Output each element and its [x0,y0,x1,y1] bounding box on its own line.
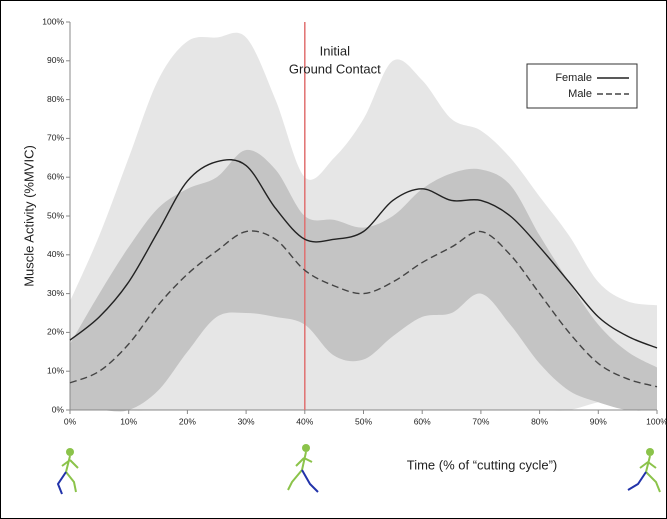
x-tick-label: 0% [64,416,77,426]
x-tick-label: 100% [646,416,667,426]
x-tick-label: 10% [120,416,137,426]
y-axis-title: Muscle Activity (%MVIC) [21,145,36,287]
legend-label: Female [555,72,592,84]
mean-line [69,230,658,388]
y-tick-label: 20% [47,327,64,337]
y-tick-label: 10% [47,365,64,375]
x-tick-label: 90% [590,416,607,426]
x-tick-label: 40% [296,416,313,426]
mean-line [69,159,658,349]
x-tick-label: 70% [472,416,489,426]
x-tick-label: 20% [179,416,196,426]
y-tick-label: 100% [42,16,64,26]
x-tick-label: 80% [531,416,548,426]
annotation: Initial [320,43,350,58]
annotation: Ground Contact [289,61,381,76]
runner-icon [627,448,661,493]
x-tick-label: 50% [355,416,372,426]
legend-box [526,63,638,109]
x-tick-label: 60% [414,416,431,426]
runner-icon [287,444,319,493]
runner-icon [56,448,79,495]
y-tick-label: 40% [47,249,64,259]
y-tick-label: 80% [47,94,64,104]
y-tick-label: 50% [47,210,64,220]
x-axis-title: Time (% of “cutting cycle”) [407,457,558,472]
x-tick-label: 30% [238,416,255,426]
y-tick-label: 30% [47,288,64,298]
y-tick-label: 70% [47,133,64,143]
legend-label: Male [568,88,592,100]
y-tick-label: 0% [52,404,65,414]
y-tick-label: 60% [47,171,64,181]
y-tick-label: 90% [47,55,64,65]
